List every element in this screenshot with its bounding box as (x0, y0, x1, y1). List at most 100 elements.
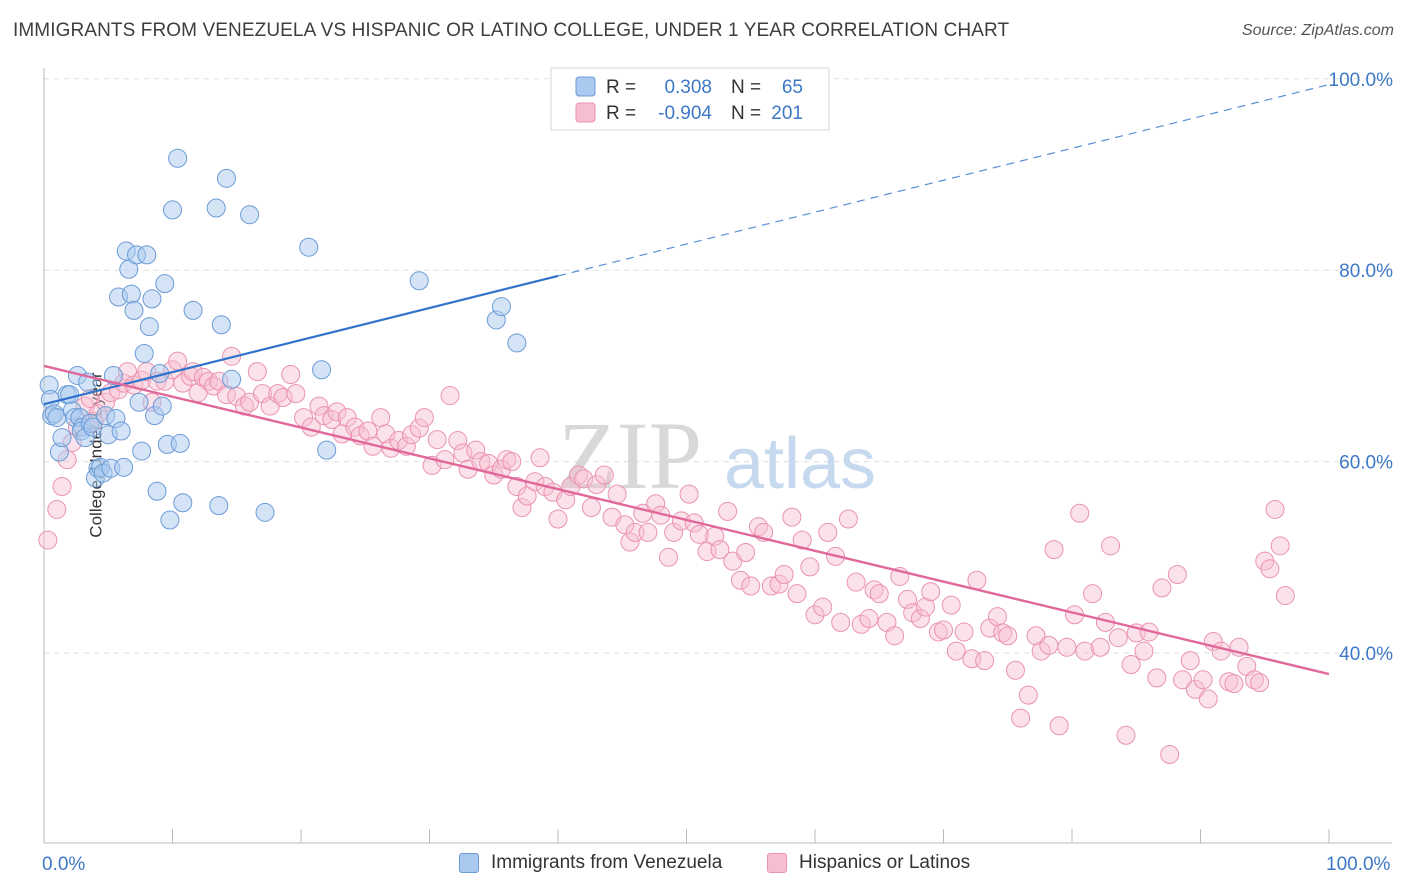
hispanics-point (679, 484, 699, 504)
hispanics-point (1167, 565, 1187, 585)
hispanics-point (1180, 651, 1200, 671)
hispanics-point (774, 565, 794, 585)
hispanics-point (594, 465, 614, 485)
hispanics-point (402, 425, 422, 445)
hispanics-point (281, 365, 301, 385)
hispanics-point (581, 498, 601, 518)
hispanics-point (1090, 637, 1110, 657)
hispanics-point (782, 507, 802, 527)
venezuela-point (216, 168, 236, 188)
hispanics-point (1039, 635, 1059, 655)
legend-n-label-1: N = (731, 77, 761, 98)
hispanics-point (409, 418, 429, 438)
venezuela-point (240, 205, 260, 225)
hispanics-point (980, 618, 1000, 638)
hispanics-point (921, 582, 941, 602)
hispanics-point (993, 623, 1013, 643)
venezuela-point (121, 284, 141, 304)
venezuela-point (507, 333, 527, 353)
venezuela-point (147, 481, 167, 501)
hispanics-point (47, 499, 67, 519)
hispanics-point (787, 584, 807, 604)
hispanics-point (1147, 668, 1167, 688)
venezuela-point (173, 493, 193, 513)
hispanics-point (761, 576, 781, 596)
hispanics-point (838, 509, 858, 529)
hispanics-point (1275, 586, 1295, 606)
legend-item-hispanics[interactable]: Hispanics or Latinos (767, 852, 970, 874)
legend-n-value-1: 65 (782, 77, 803, 98)
hispanics-point (659, 547, 679, 567)
series-venezuela-points (39, 148, 527, 530)
hispanics-point (1083, 584, 1103, 604)
hispanics-point (414, 408, 434, 428)
hispanics-point (507, 476, 527, 496)
hispanics-point (1152, 578, 1172, 598)
hispanics-point (916, 597, 936, 617)
hispanics-point (1049, 716, 1069, 736)
gridlines (44, 78, 1392, 654)
legend-swatch-hispanics-bottom (767, 853, 787, 873)
venezuela-point (60, 385, 80, 405)
venezuela-point (142, 289, 162, 309)
axes (43, 68, 1392, 844)
hispanics-point (1265, 499, 1285, 519)
hispanics-point (741, 576, 761, 596)
hispanics-point (1005, 660, 1025, 680)
venezuela-point (183, 300, 203, 320)
stats-legend-box (550, 67, 830, 131)
hispanics-point (859, 609, 879, 629)
series-legend: Immigrants from Venezuela Hispanics or L… (0, 852, 1406, 880)
y-tick-label: 60.0% (1339, 453, 1393, 474)
hispanics-point (1211, 641, 1231, 661)
hispanics-point (574, 469, 594, 489)
venezuela-point (168, 148, 188, 168)
venezuela-point (409, 271, 429, 291)
hispanics-point (792, 530, 812, 550)
hispanics-point (1250, 673, 1270, 693)
legend-item-venezuela[interactable]: Immigrants from Venezuela (459, 852, 722, 874)
legend-swatch-venezuela (575, 76, 596, 97)
hispanics-point (813, 597, 833, 617)
hispanics-trend-line (43, 364, 1330, 676)
hispanics-point (1018, 685, 1038, 705)
venezuela-point (209, 496, 229, 516)
hispanics-point (286, 384, 306, 404)
legend-r-value-2: -0.904 (658, 103, 712, 124)
hispanics-point (689, 524, 709, 544)
hispanics-point (1160, 744, 1180, 764)
hispanics-point (1270, 536, 1290, 556)
hispanics-point (664, 522, 684, 542)
venezuela-point (211, 315, 231, 335)
hispanics-point (247, 362, 267, 382)
hispanics-point (1185, 679, 1205, 699)
venezuela-point (222, 369, 242, 389)
hispanics-point (818, 522, 838, 542)
hispanics-point (1173, 670, 1193, 690)
venezuela-point (491, 297, 511, 317)
chart-source: Source: ZipAtlas.com (1241, 22, 1394, 39)
hispanics-point (1044, 540, 1064, 560)
hispanics-point (512, 498, 532, 518)
venezuela-point (160, 510, 180, 530)
hispanics-point (851, 614, 871, 634)
stats-legend: R = 0.308 N = 65 R = -0.904 N = 201 (550, 67, 830, 131)
venezuela-point (299, 237, 319, 257)
hispanics-point (1101, 536, 1121, 556)
hispanics-point (607, 484, 627, 504)
legend-r-value-1: 0.308 (664, 77, 712, 98)
hispanics-point (1193, 670, 1213, 690)
x-tick-label-max: 100.0% (1326, 854, 1391, 875)
hispanics-point (448, 431, 468, 451)
y-tick-label: 80.0% (1339, 261, 1393, 282)
hispanics-point (273, 387, 293, 407)
venezuela-point (255, 502, 275, 522)
watermark: ZIP atlas (558, 402, 876, 509)
hispanics-point (730, 570, 750, 590)
trend-lines (43, 83, 1330, 676)
hispanics-point (800, 557, 820, 577)
venezuela-point (103, 365, 123, 385)
venezuela-point (137, 245, 157, 265)
hispanics-point (1244, 670, 1264, 690)
hispanics-point (587, 475, 607, 495)
